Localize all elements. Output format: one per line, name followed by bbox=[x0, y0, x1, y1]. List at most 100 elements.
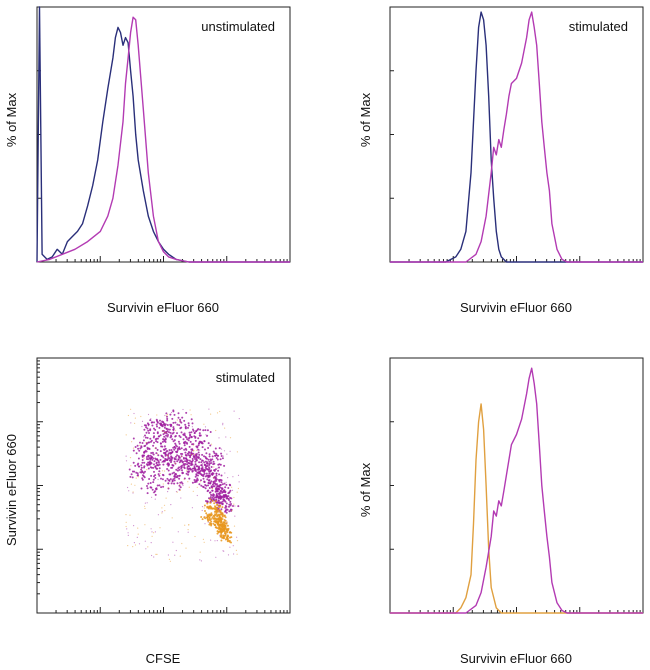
scatter-point bbox=[183, 457, 185, 460]
scatter-point bbox=[201, 469, 204, 472]
scatter-point bbox=[208, 478, 210, 480]
scatter-point bbox=[151, 456, 154, 459]
scatter-point bbox=[172, 541, 174, 543]
scatter-point bbox=[222, 526, 225, 529]
scatter-point bbox=[213, 523, 216, 526]
scatter-point bbox=[194, 439, 197, 442]
scatter-point bbox=[219, 410, 221, 413]
scatter-point bbox=[144, 444, 147, 447]
scatter-point bbox=[202, 477, 205, 480]
scatter-point bbox=[164, 454, 167, 457]
scatter-point bbox=[202, 463, 204, 465]
scatter-point bbox=[198, 453, 201, 456]
scatter-point bbox=[179, 460, 182, 463]
scatter-point bbox=[166, 419, 169, 422]
scatter-point bbox=[204, 487, 207, 490]
scatter-point bbox=[225, 497, 228, 500]
scatter-point bbox=[214, 476, 217, 479]
scatter-point bbox=[217, 463, 220, 466]
scatter-point bbox=[178, 484, 181, 487]
scatter-point bbox=[205, 472, 208, 475]
scatter-point bbox=[220, 481, 223, 484]
scatter-point bbox=[167, 482, 170, 485]
scatter-point bbox=[220, 452, 223, 455]
scatter-point bbox=[223, 515, 226, 517]
scatter-point bbox=[164, 424, 166, 427]
scatter-point bbox=[176, 419, 178, 421]
scatter-point bbox=[187, 439, 190, 442]
scatter-point bbox=[180, 447, 183, 450]
scatter-point bbox=[183, 448, 186, 451]
scatter-point bbox=[220, 496, 223, 499]
scatter-point bbox=[224, 427, 226, 429]
scatter-point bbox=[196, 445, 199, 448]
scatter-point bbox=[207, 484, 210, 487]
scatter-point bbox=[139, 471, 142, 474]
scatter-point bbox=[234, 515, 236, 517]
scatter-point bbox=[158, 474, 161, 477]
scatter-point bbox=[171, 472, 174, 475]
scatter-point bbox=[204, 460, 207, 463]
y-axis-label: % of Max bbox=[358, 92, 373, 147]
scatter-point bbox=[147, 413, 150, 416]
scatter-point bbox=[182, 438, 185, 441]
scatter-point bbox=[219, 458, 222, 461]
scatter-point bbox=[188, 486, 190, 488]
scatter-point bbox=[229, 489, 232, 492]
scatter-point bbox=[155, 461, 158, 464]
scatter-point bbox=[162, 455, 164, 457]
scatter-point bbox=[141, 461, 144, 464]
scatter-point bbox=[133, 412, 135, 415]
scatter-point bbox=[222, 424, 224, 426]
scatter-point bbox=[190, 451, 193, 454]
scatter-point bbox=[174, 442, 177, 445]
scatter-point bbox=[145, 431, 148, 434]
scatter-point bbox=[214, 505, 216, 508]
scatter-point bbox=[162, 433, 165, 436]
scatter-point bbox=[202, 429, 205, 432]
scatter-point bbox=[229, 546, 231, 548]
scatter-point bbox=[214, 517, 217, 520]
scatter-point bbox=[214, 500, 217, 503]
scatter-point bbox=[147, 546, 149, 548]
scatter-point bbox=[234, 505, 236, 507]
scatter-point bbox=[148, 457, 151, 460]
scatter-point bbox=[208, 518, 211, 521]
scatter-point bbox=[173, 413, 176, 416]
scatter-point bbox=[214, 483, 217, 486]
scatter-point bbox=[159, 527, 161, 529]
scatter-point bbox=[216, 467, 218, 469]
scatter-point bbox=[181, 464, 183, 467]
scatter-point bbox=[133, 470, 136, 473]
scatter-point bbox=[157, 435, 160, 438]
scatter-point bbox=[223, 450, 226, 452]
scatter-point bbox=[193, 431, 196, 434]
scatter-point bbox=[143, 461, 146, 464]
scatter-point bbox=[171, 517, 173, 519]
scatter-point bbox=[232, 505, 234, 507]
scatter-point bbox=[174, 462, 176, 464]
scatter-point bbox=[187, 531, 189, 533]
scatter-point bbox=[168, 431, 170, 434]
scatter-point bbox=[236, 536, 238, 538]
scatter-point bbox=[157, 461, 160, 464]
scatter-point bbox=[159, 434, 162, 437]
scatter-point bbox=[127, 532, 129, 534]
scatter-point bbox=[178, 424, 181, 427]
scatter-point bbox=[201, 509, 203, 512]
scatter-point bbox=[205, 512, 208, 515]
scatter-point bbox=[218, 473, 221, 476]
scatter-point bbox=[225, 502, 228, 505]
scatter-point bbox=[162, 463, 165, 466]
scatter-point bbox=[212, 522, 215, 525]
scatter-point bbox=[211, 487, 214, 490]
scatter-point bbox=[188, 462, 191, 465]
scatter-point bbox=[146, 485, 148, 487]
scatter-point bbox=[193, 465, 196, 468]
scatter-point bbox=[176, 423, 179, 426]
scatter-point bbox=[153, 460, 156, 463]
scatter-point bbox=[154, 428, 157, 431]
scatter-point bbox=[198, 483, 201, 486]
scatter-point bbox=[190, 464, 193, 467]
scatter-point bbox=[171, 456, 174, 459]
